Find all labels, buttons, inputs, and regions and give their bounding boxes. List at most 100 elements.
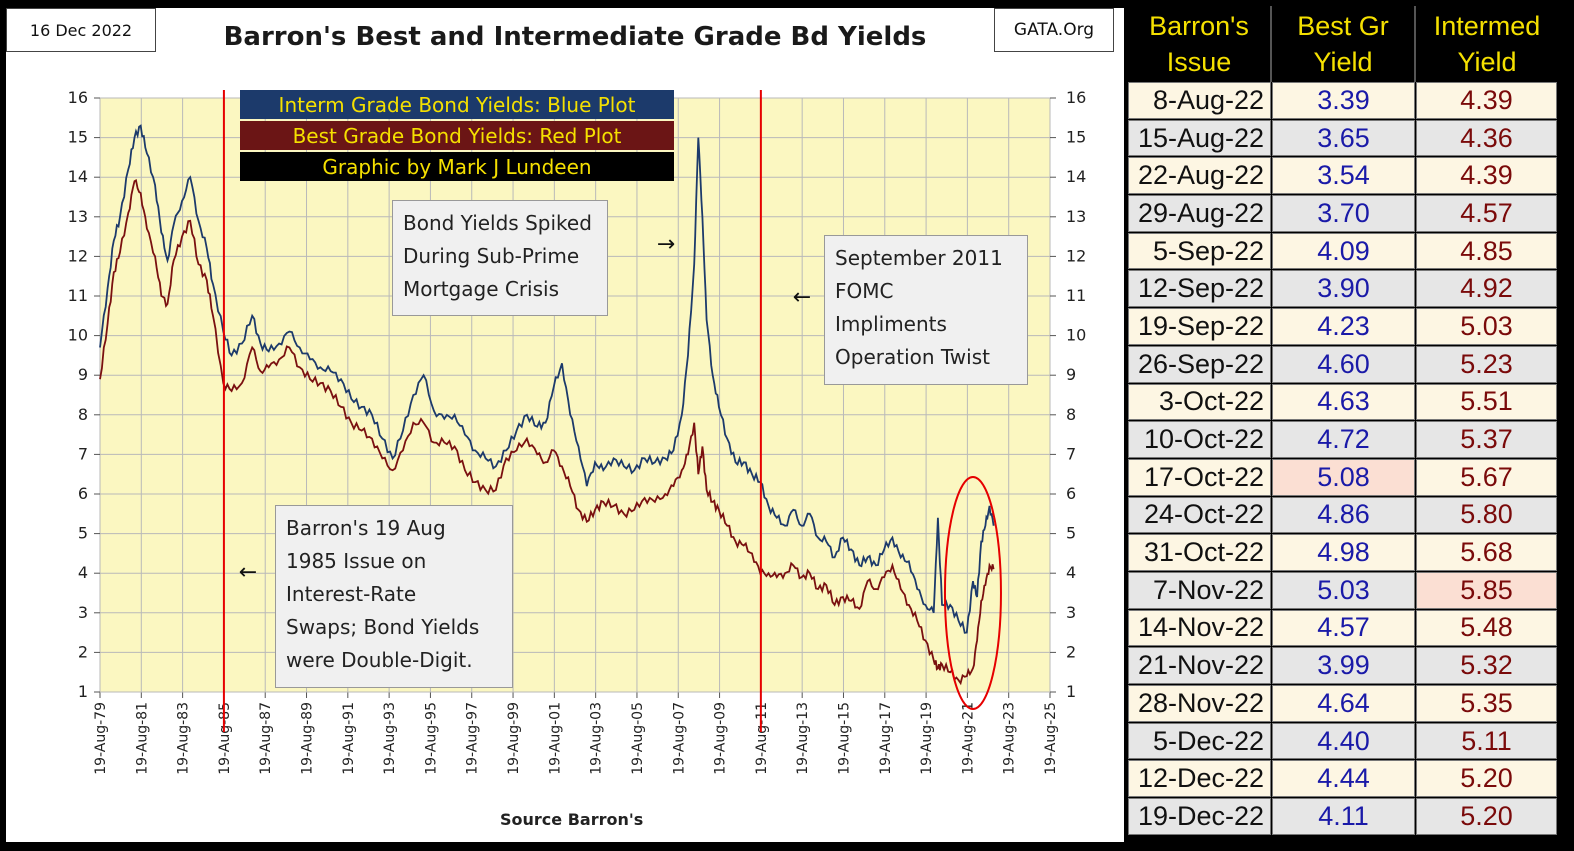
table-row: 24-Oct-22 4.86 5.80	[1128, 496, 1558, 535]
cell-issue: 21-Nov-22	[1128, 647, 1272, 684]
header-issue-line: Issue	[1166, 47, 1232, 77]
annotation-swaps-line: 1985 Issue on	[286, 549, 427, 573]
cell-best: 4.11	[1272, 798, 1416, 835]
y-tick-label: 15	[68, 128, 88, 147]
annotation-swaps-line: Swaps; Bond Yields	[286, 615, 480, 639]
highlight-ellipse	[943, 476, 1002, 710]
cell-issue: 8-Aug-22	[1128, 82, 1272, 119]
table-header: Barron's Issue Best Gr Yield Intermed Yield	[1128, 6, 1558, 82]
cell-int: 4.57	[1416, 195, 1558, 232]
cell-int: 5.68	[1416, 534, 1558, 571]
table-row: 19-Sep-22 4.23 5.03	[1128, 308, 1558, 346]
y-tick-label: 8	[78, 405, 88, 424]
cell-best: 5.03	[1272, 571, 1416, 609]
y-tick-label-right: 16	[1066, 88, 1086, 107]
cell-best: 3.65	[1272, 119, 1416, 157]
y-tick-label: 5	[78, 524, 88, 543]
cell-int: 5.20	[1416, 760, 1558, 798]
annotation-twist-line: Impliments	[835, 312, 947, 336]
y-tick-label-right: 2	[1066, 642, 1076, 661]
annotation-swaps-line: Barron's 19 Aug	[286, 516, 446, 540]
cell-best: 4.40	[1272, 722, 1416, 760]
x-tick-label: 19-Aug-19	[919, 702, 935, 775]
y-tick-label-right: 15	[1066, 128, 1086, 147]
cell-int: 5.20	[1416, 798, 1558, 835]
table-row: 3-Oct-22 4.63 5.51	[1128, 383, 1558, 422]
header-issue: Barron's Issue	[1128, 6, 1272, 82]
cell-issue: 19-Sep-22	[1128, 308, 1272, 345]
y-tick-label-right: 8	[1066, 405, 1076, 424]
cell-issue: 29-Aug-22	[1128, 195, 1272, 232]
yield-table: Barron's Issue Best Gr Yield Intermed Yield…	[1128, 6, 1558, 836]
cell-best: 5.08	[1272, 458, 1416, 496]
cell-issue: 28-Nov-22	[1128, 685, 1272, 722]
x-tick-label: 19-Aug-85	[217, 702, 233, 775]
table-row: 17-Oct-22 5.08 5.67	[1128, 458, 1558, 497]
cell-int: 5.51	[1416, 383, 1558, 421]
cell-int: 5.80	[1416, 496, 1558, 534]
legend-best: Best Grade Bond Yields: Red Plot	[240, 121, 674, 150]
table-body: 8-Aug-22 3.39 4.39 15-Aug-22 3.65 4.36 22-Aug-…	[1128, 82, 1558, 836]
x-tick-label: 19-Aug-25	[1043, 702, 1059, 775]
table-row: 28-Nov-22 4.64 5.35	[1128, 685, 1558, 723]
x-tick-label: 19-Aug-07	[671, 702, 687, 775]
table-row: 21-Nov-22 3.99 5.32	[1128, 647, 1558, 685]
x-tick-label: 19-Aug-01	[547, 702, 563, 775]
cell-issue: 15-Aug-22	[1128, 119, 1272, 157]
cell-best: 4.98	[1272, 534, 1416, 571]
cell-int: 5.23	[1416, 345, 1558, 383]
x-axis-title: Source Barron's	[500, 810, 644, 829]
chart-title: Barron's Best and Intermediate Grade Bd …	[223, 22, 927, 52]
y-tick-label: 4	[78, 563, 88, 582]
plot-area	[99, 97, 1051, 693]
table-row: 12-Dec-22 4.44 5.20	[1128, 760, 1558, 798]
x-tick-label: 19-Aug-99	[506, 702, 522, 775]
y-tick-label-right: 4	[1066, 563, 1076, 582]
annotation-swaps: Barron's 19 Aug 1985 Issue on Interest-R…	[275, 505, 513, 688]
cell-best: 4.44	[1272, 760, 1416, 798]
y-tick-label: 7	[78, 444, 88, 463]
y-tick-label-right: 7	[1066, 444, 1076, 463]
y-tick-label: 16	[68, 88, 88, 107]
y-tick-label-right: 11	[1066, 286, 1086, 305]
cell-int: 5.03	[1416, 308, 1558, 345]
cell-best: 3.99	[1272, 647, 1416, 684]
cell-issue: 12-Dec-22	[1128, 760, 1272, 798]
chart-svg: 19-Aug-79 19-Aug-81 19-Aug-83 19-Aug-85 19-A…	[68, 88, 1087, 775]
cell-issue: 31-Oct-22	[1128, 534, 1272, 571]
annotation-twist-line: September 2011	[835, 246, 1003, 270]
annotation-subprime: Bond Yields Spiked During Sub-Prime Mort…	[392, 200, 608, 316]
y-tick-label: 9	[78, 365, 88, 384]
x-tick-label: 19-Aug-23	[1002, 702, 1018, 775]
annotation-twist: September 2011 FOMC Impliments Operation…	[824, 235, 1028, 385]
y-tick-label-right: 3	[1066, 603, 1076, 622]
cell-int: 5.85	[1416, 571, 1558, 609]
cell-issue: 5-Dec-22	[1128, 722, 1272, 760]
cell-int: 4.92	[1416, 270, 1558, 308]
x-tick-label: 19-Aug-17	[878, 702, 894, 775]
y-tick-label: 14	[68, 167, 88, 186]
header-issue-line: Barron's	[1149, 11, 1249, 41]
annotation-swaps-line: Interest-Rate	[286, 582, 417, 606]
cell-issue: 7-Nov-22	[1128, 571, 1272, 609]
legend-credit: Graphic by Mark J Lundeen	[240, 152, 674, 181]
cell-best: 4.57	[1272, 609, 1416, 647]
header-intermed: Intermed Yield	[1416, 6, 1558, 82]
cell-int: 5.32	[1416, 647, 1558, 684]
annotation-twist-line: FOMC	[835, 279, 894, 303]
table-row: 14-Nov-22 4.57 5.48	[1128, 609, 1558, 648]
table-row: 12-Sep-22 3.90 4.92	[1128, 270, 1558, 308]
table-row: 7-Nov-22 5.03 5.85	[1128, 571, 1558, 610]
y-tick-label: 6	[78, 484, 88, 503]
cell-int: 4.39	[1416, 157, 1558, 195]
table-row: 5-Sep-22 4.09 4.85	[1128, 232, 1558, 271]
y-tick-label: 11	[68, 286, 88, 305]
x-tick-label: 19-Aug-89	[300, 702, 316, 775]
table-row: 5-Dec-22 4.40 5.11	[1128, 722, 1558, 761]
x-tick-label: 19-Aug-21	[960, 702, 976, 775]
table-row: 26-Sep-22 4.60 5.23	[1128, 345, 1558, 384]
x-tick-label: 19-Aug-05	[630, 702, 646, 775]
table-row: 29-Aug-22 3.70 4.57	[1128, 195, 1558, 233]
annotation-swaps-line: were Double-Digit.	[286, 648, 473, 672]
cell-issue: 24-Oct-22	[1128, 496, 1272, 534]
